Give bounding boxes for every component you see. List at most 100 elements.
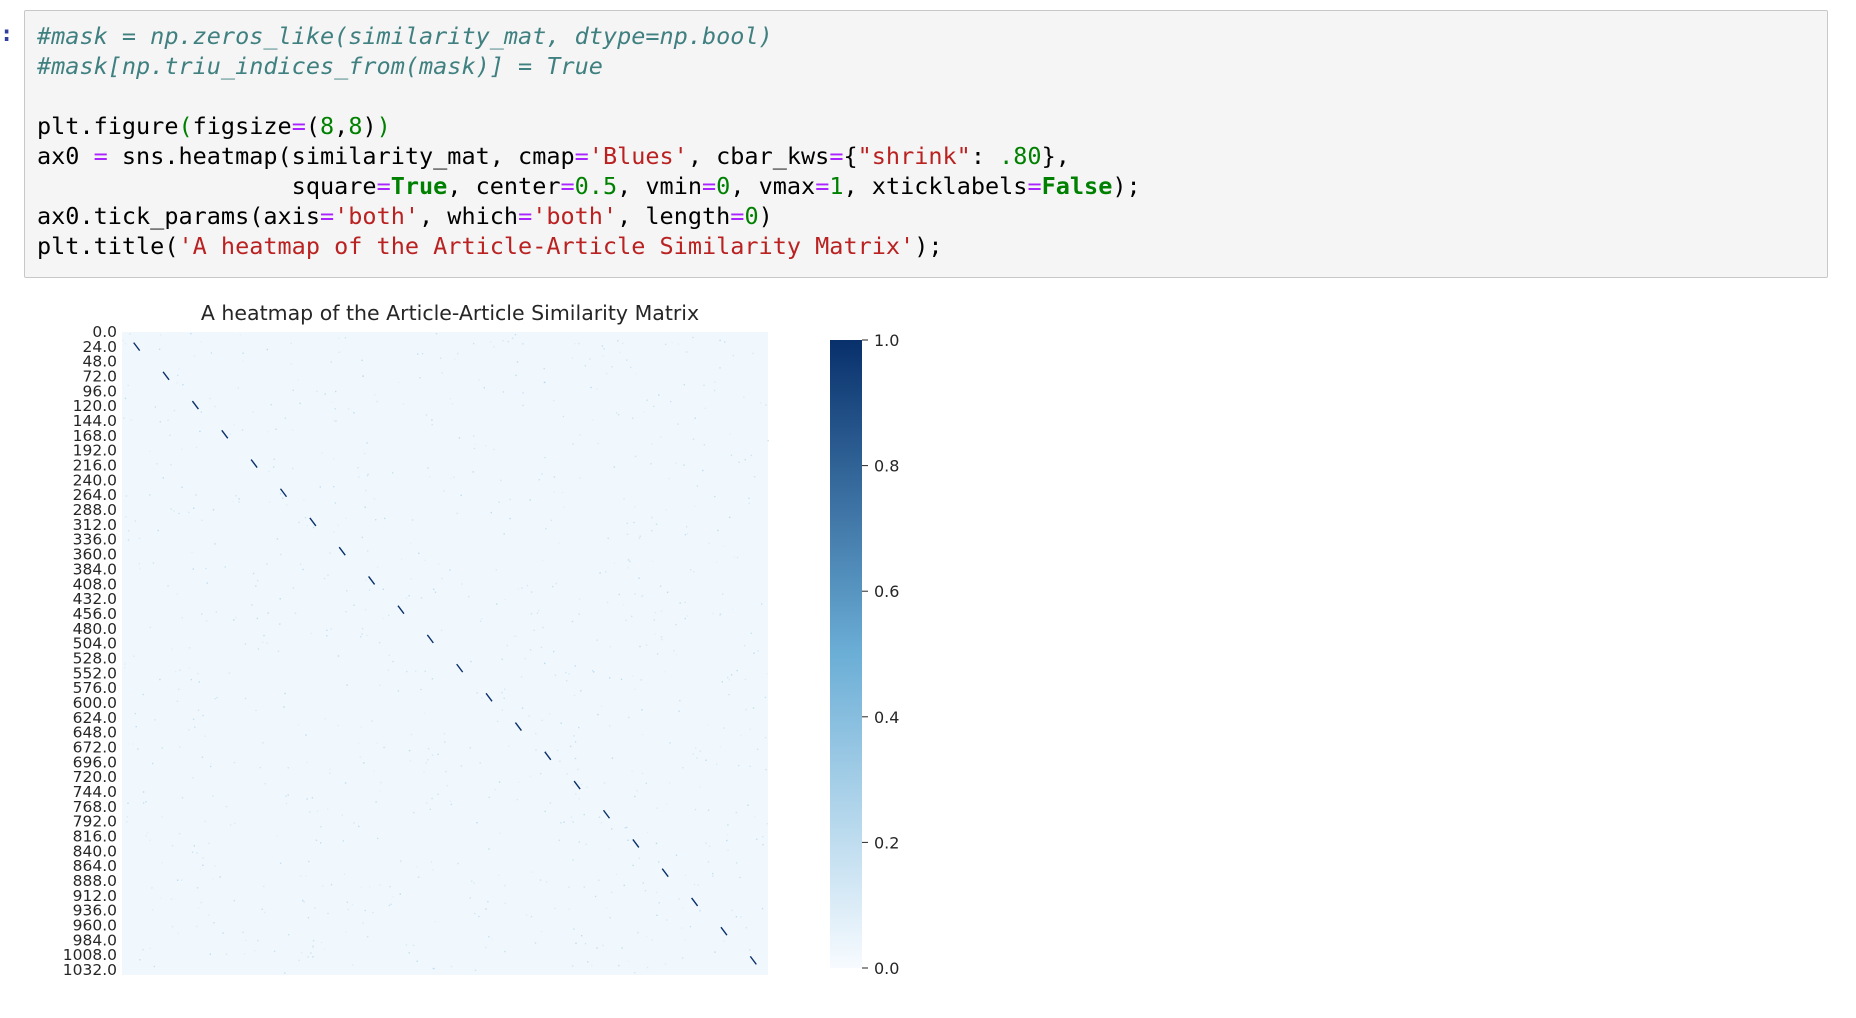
diagonal-mark — [397, 605, 405, 615]
code-token: ax0.tick_params(axis — [37, 202, 320, 230]
y-tick-label: 960.0 — [73, 917, 117, 935]
colorbar-tick-label: 0.6 — [874, 582, 899, 601]
y-tick-label: 120.0 — [73, 397, 117, 415]
y-tick-label: 528.0 — [73, 649, 117, 667]
colorbar-tick-label: 1.0 — [874, 331, 899, 350]
code-token: = — [829, 142, 844, 170]
diagonal-mark — [368, 576, 376, 585]
code-line — [37, 81, 1815, 111]
code-token: sns.heatmap(similarity_mat, cmap — [107, 142, 575, 170]
y-tick-label: 96.0 — [82, 382, 117, 400]
code-token: .80 — [999, 142, 1042, 170]
code-token: { — [843, 142, 858, 170]
heatmap-background — [122, 332, 768, 975]
code-line: ax0 = sns.heatmap(similarity_mat, cmap='… — [37, 141, 1815, 171]
diagonal-mark — [514, 722, 522, 731]
code-token: = — [1027, 172, 1042, 200]
y-tick-label: 312.0 — [73, 516, 117, 534]
y-tick-label: 1008.0 — [63, 946, 117, 964]
y-tick-label: 600.0 — [73, 694, 117, 712]
code-token: 'both' — [334, 202, 420, 230]
code-token: figsize — [192, 112, 292, 140]
code-token: , vmax — [730, 172, 816, 200]
code-token: = — [574, 142, 589, 170]
diagonal-mark — [573, 780, 581, 790]
code-line: plt.title('A heatmap of the Article-Arti… — [37, 231, 1815, 261]
diagonal-mark — [691, 897, 699, 907]
y-tick-label: 768.0 — [73, 798, 117, 816]
diagonal-mark — [279, 488, 288, 498]
diagonal-mark — [749, 955, 757, 965]
code-line: #mask = np.zeros_like(similarity_mat, dt… — [37, 21, 1815, 51]
diagonal-mark — [426, 634, 434, 644]
y-tick-labels: 0.024.048.072.096.0120.0144.0168.0192.02… — [63, 323, 117, 979]
y-tick-label: 408.0 — [73, 575, 117, 593]
heatmap-diagonal — [133, 342, 757, 965]
code-token: ) — [362, 112, 377, 140]
code-token: 8 — [320, 112, 335, 140]
code-token: = — [560, 172, 575, 200]
y-tick-label: 912.0 — [73, 887, 117, 905]
diagonal-mark — [162, 371, 170, 381]
code-token: , which — [419, 202, 519, 230]
code-token: plt.figure — [37, 112, 179, 140]
colorbar-tick-label: 0.4 — [874, 708, 899, 727]
diagonal-mark — [250, 459, 258, 468]
y-tick-label: 72.0 — [82, 368, 117, 386]
y-tick-label: 792.0 — [73, 813, 117, 831]
diagonal-mark — [544, 751, 552, 761]
y-tick-label: 1032.0 — [63, 961, 117, 979]
y-tick-label: 648.0 — [73, 724, 117, 742]
diagonal-mark — [191, 400, 199, 410]
y-tick-label: 144.0 — [73, 412, 117, 430]
y-tick-label: 456.0 — [73, 605, 117, 623]
y-tick-label: 480.0 — [73, 620, 117, 638]
code-token: , center — [447, 172, 561, 200]
code-token: False — [1041, 172, 1113, 200]
code-token: 8 — [348, 112, 363, 140]
code-token: ); — [914, 232, 943, 260]
code-token: ( — [178, 112, 193, 140]
y-tick-label: 240.0 — [73, 471, 117, 489]
code-token: , xticklabels — [843, 172, 1028, 200]
code-token: square — [37, 172, 377, 200]
colorbar-tick-label: 0.0 — [874, 959, 899, 978]
code-token: = — [702, 172, 717, 200]
diagonal-mark — [602, 809, 611, 819]
y-tick-label: 384.0 — [73, 560, 117, 578]
code-line: #mask[np.triu_indices_from(mask)] = True — [37, 51, 1815, 81]
diagonal-mark — [720, 926, 728, 936]
y-tick-label: 216.0 — [73, 457, 117, 475]
y-tick-label: 864.0 — [73, 857, 117, 875]
code-token: = — [376, 172, 391, 200]
code-token: : — [970, 142, 1000, 170]
code-editor[interactable]: #mask = np.zeros_like(similarity_mat, dt… — [37, 21, 1815, 261]
code-token: ) — [376, 112, 391, 140]
diagonal-mark — [133, 342, 141, 352]
code-token: = — [319, 202, 335, 230]
code-token: True — [390, 172, 448, 200]
y-tick-label: 288.0 — [73, 501, 117, 519]
y-tick-label: 552.0 — [73, 664, 117, 682]
y-tick-label: 432.0 — [73, 590, 117, 608]
diagonal-mark — [661, 868, 669, 878]
code-token: = — [93, 142, 108, 170]
code-token: #mask = np.zeros_like(similarity_mat, dt… — [37, 22, 773, 50]
diagonal-mark — [338, 546, 346, 556]
y-tick-label: 888.0 — [73, 872, 117, 890]
heatmap-matrix — [122, 332, 769, 975]
y-tick-label: 720.0 — [73, 768, 117, 786]
y-tick-label: 192.0 — [73, 442, 117, 460]
colorbar-tick-label: 0.8 — [874, 457, 899, 476]
diagonal-mark — [309, 517, 317, 527]
y-tick-label: 624.0 — [73, 709, 117, 727]
code-cell[interactable]: #mask = np.zeros_like(similarity_mat, dt… — [24, 10, 1828, 278]
code-token: }, — [1041, 142, 1070, 170]
code-line: square=True, center=0.5, vmin=0, vmax=1,… — [37, 171, 1815, 201]
y-tick-label: 360.0 — [73, 546, 117, 564]
code-token: 1 — [829, 172, 844, 200]
y-tick-label: 48.0 — [82, 353, 117, 371]
y-tick-label: 576.0 — [73, 679, 117, 697]
y-tick-label: 24.0 — [82, 338, 117, 356]
heatmap-speckle — [122, 333, 769, 974]
